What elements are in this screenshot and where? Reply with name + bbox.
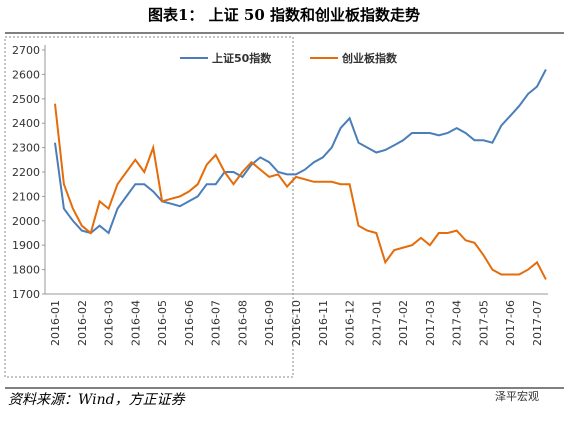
x-tick-label: 2016-05 [156, 300, 169, 346]
y-tick-label: 1800 [12, 264, 40, 277]
x-tick-label: 2017-07 [531, 300, 544, 346]
y-tick-label: 2400 [12, 117, 40, 130]
x-tick-label: 2016-10 [290, 300, 303, 346]
chart-title: 图表1： 上证 50 指数和创业板指数走势 [148, 6, 420, 24]
x-tick-label: 2017-05 [477, 300, 490, 346]
y-tick-label: 2100 [12, 190, 40, 203]
x-tick-label: 2017-01 [370, 300, 383, 346]
x-tick-label: 2016-01 [49, 300, 62, 346]
x-tick-label: 2016-02 [76, 300, 89, 346]
y-tick-label: 2200 [12, 166, 40, 179]
source: 资料来源：Wind，方正证券 [8, 392, 186, 408]
x-tick-label: 2016-07 [210, 300, 223, 346]
legend-label: 创业板指数 [341, 51, 398, 65]
y-tick-label: 2500 [12, 93, 40, 106]
x-tick-label: 2017-03 [424, 300, 437, 346]
x-tick-label: 2016-04 [129, 300, 142, 346]
x-tick-label: 2017-02 [397, 300, 410, 346]
series-line [54, 103, 547, 280]
y-tick-label: 2000 [12, 215, 40, 228]
x-tick-label: 2017-04 [451, 300, 464, 346]
watermark: 泽平宏观 [495, 389, 539, 403]
x-tick-label: 2016-03 [103, 300, 116, 346]
x-tick-label: 2017-06 [504, 300, 517, 346]
x-tick-label: 2016-08 [236, 300, 249, 346]
x-tick-label: 2016-06 [183, 300, 196, 346]
x-tick-label: 2016-12 [344, 300, 357, 346]
x-tick-label: 2016-09 [263, 300, 276, 346]
y-tick-label: 1700 [12, 288, 40, 301]
legend-label: 上证50指数 [212, 51, 272, 65]
y-tick-label: 2300 [12, 142, 40, 155]
series-line [54, 69, 547, 235]
frame [4, 36, 294, 378]
y-tick-label: 2700 [12, 44, 40, 57]
y-tick-label: 2600 [12, 68, 40, 81]
x-tick-label: 2016-11 [317, 300, 330, 346]
y-tick-label: 1900 [12, 239, 40, 252]
